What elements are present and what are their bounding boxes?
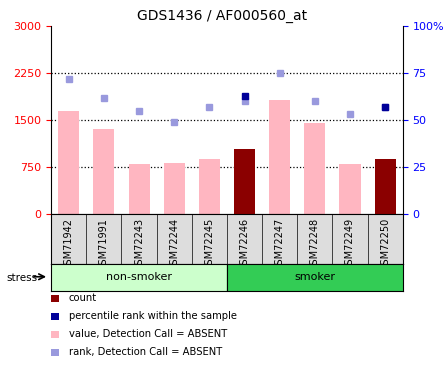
Text: GSM71991: GSM71991 [99, 218, 109, 271]
Bar [199, 159, 220, 214]
Bar [234, 149, 255, 214]
Text: GSM72245: GSM72245 [204, 218, 214, 271]
Bar [375, 159, 396, 214]
Text: GSM72247: GSM72247 [275, 218, 285, 271]
Text: GSM72249: GSM72249 [345, 218, 355, 271]
Text: GDS1436 / AF000560_at: GDS1436 / AF000560_at [138, 9, 307, 23]
Bar [51, 264, 227, 291]
Text: stress: stress [7, 273, 38, 283]
Bar [340, 164, 360, 214]
Text: GSM72246: GSM72246 [239, 218, 250, 271]
Bar [129, 164, 150, 214]
Bar [227, 264, 403, 291]
Text: value, Detection Call = ABSENT: value, Detection Call = ABSENT [69, 329, 227, 339]
Text: GSM72250: GSM72250 [380, 218, 390, 271]
Bar [58, 111, 79, 214]
Text: GSM71942: GSM71942 [64, 218, 74, 271]
Text: count: count [69, 293, 97, 303]
Bar [304, 123, 325, 214]
Text: GSM72248: GSM72248 [310, 218, 320, 271]
Bar [269, 100, 290, 214]
Bar [164, 162, 185, 214]
Text: smoker: smoker [294, 273, 336, 282]
Text: percentile rank within the sample: percentile rank within the sample [69, 311, 237, 321]
Text: GSM72244: GSM72244 [169, 218, 179, 271]
Text: non-smoker: non-smoker [106, 273, 172, 282]
Text: GSM72243: GSM72243 [134, 218, 144, 271]
Text: rank, Detection Call = ABSENT: rank, Detection Call = ABSENT [69, 347, 222, 357]
Bar [93, 129, 114, 214]
